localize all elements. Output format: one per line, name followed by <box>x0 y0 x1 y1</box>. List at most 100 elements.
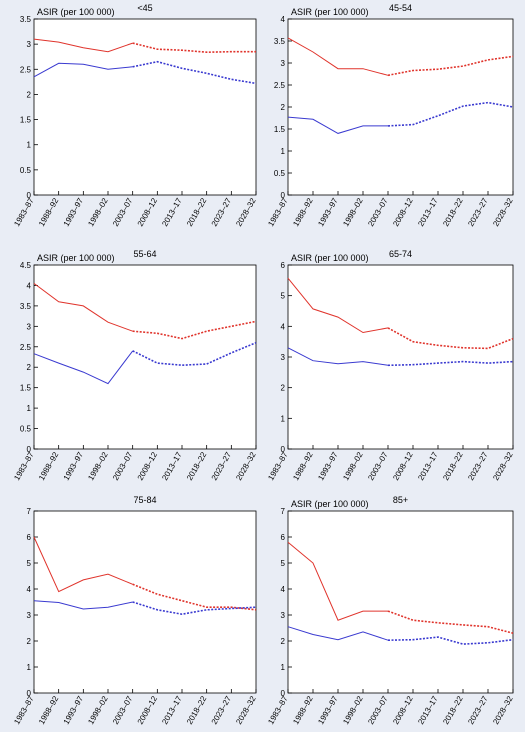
y-tick-label: 2.5 <box>274 81 286 90</box>
y-tick-label: 0 <box>281 689 286 698</box>
y-tick-label: 3 <box>281 353 286 362</box>
y-tick-label: 0 <box>27 191 32 200</box>
y-tick-label: 3 <box>281 59 286 68</box>
x-tick-label: 2018–22 <box>185 694 209 726</box>
y-tick-label: 5 <box>281 292 286 301</box>
y-tick-label: 3 <box>27 611 32 620</box>
plot-area-1 <box>33 18 257 196</box>
y-tick-label: 1 <box>281 147 286 156</box>
series-blue-observed <box>33 600 133 610</box>
x-tick-label: 2028–32 <box>234 694 258 726</box>
y-axis-label: ASIR (per 100 000) <box>291 253 369 263</box>
x-tick-label: 1993–97 <box>62 450 86 482</box>
y-tick-label: 6 <box>27 533 32 542</box>
x-tick-label: 2023–27 <box>466 694 490 726</box>
series-blue-projected <box>132 341 257 367</box>
x-tick-label: 2018–22 <box>185 196 209 228</box>
y-axis-label: ASIR (per 100 000) <box>291 499 369 509</box>
series-blue-observed <box>33 62 133 78</box>
y-tick-label: 4.5 <box>20 261 32 270</box>
x-tick-label: 2013–17 <box>416 450 440 482</box>
y-tick-label: 4 <box>281 322 286 331</box>
x-tick-label: 2003–07 <box>111 450 135 482</box>
x-tick-label: 2003–07 <box>366 196 390 228</box>
x-tick-label: 2028–32 <box>491 450 515 482</box>
series-red-observed <box>287 277 389 334</box>
x-tick-label: 1983–87 <box>12 450 36 482</box>
x-tick-label: 2003–07 <box>366 450 390 482</box>
y-tick-label: 1.5 <box>274 125 286 134</box>
x-tick-label: 2028–32 <box>234 450 258 482</box>
y-tick-label: 0.5 <box>274 169 286 178</box>
series-blue-observed <box>287 626 389 641</box>
panel-title: 65-74 <box>389 249 412 259</box>
x-tick-label: 1988–92 <box>291 196 315 228</box>
x-tick-label: 2008–12 <box>391 450 415 482</box>
x-tick-label: 2023–27 <box>210 450 234 482</box>
y-tick-label: 1 <box>281 414 286 423</box>
series-blue-observed <box>287 116 388 134</box>
x-tick-label: 2013–17 <box>416 694 440 726</box>
series-blue-projected <box>132 601 257 616</box>
y-tick-label: 2.5 <box>20 65 32 74</box>
x-tick-label: 2008–12 <box>391 196 415 228</box>
x-tick-label: 2018–22 <box>441 450 465 482</box>
x-tick-label: 1988–92 <box>37 450 61 482</box>
plot-area-3 <box>33 264 257 450</box>
y-tick-label: 2 <box>27 637 32 646</box>
y-tick-label: 2 <box>27 363 32 372</box>
y-tick-label: 3.5 <box>20 15 32 24</box>
x-tick-label: 1998–02 <box>86 694 110 726</box>
y-tick-label: 6 <box>281 261 286 270</box>
series-red-projected <box>387 55 514 77</box>
y-tick-label: 2 <box>281 103 286 112</box>
x-tick-label: 1993–97 <box>316 196 340 228</box>
y-tick-label: 3 <box>281 611 286 620</box>
y-tick-label: 1.5 <box>20 116 32 125</box>
series-red-observed <box>287 37 389 76</box>
x-tick-label: 2003–07 <box>111 196 135 228</box>
x-tick-label: 2008–12 <box>136 694 160 726</box>
x-tick-label: 1998–02 <box>341 450 365 482</box>
x-tick-label: 2028–32 <box>234 196 258 228</box>
plot-area-4 <box>287 264 514 450</box>
y-axis-label: ASIR (per 100 000) <box>37 253 115 263</box>
x-tick-label: 1998–02 <box>341 694 365 726</box>
series-red-projected <box>132 42 256 54</box>
x-tick-label: 2013–17 <box>416 196 440 228</box>
x-tick-label: 2003–07 <box>366 694 390 726</box>
x-tick-label: 1993–97 <box>62 196 86 228</box>
panel-title: 75-84 <box>133 495 156 505</box>
y-tick-label: 0 <box>281 445 286 454</box>
x-tick-label: 2013–17 <box>160 450 184 482</box>
y-tick-label: 5 <box>27 559 32 568</box>
x-tick-label: 1998–02 <box>341 196 365 228</box>
series-red-observed <box>33 536 133 593</box>
series-red-observed <box>287 541 388 621</box>
y-tick-label: 0.5 <box>20 425 32 434</box>
series-blue-projected <box>132 60 257 85</box>
x-tick-label: 1988–92 <box>291 694 315 726</box>
x-tick-label: 2008–12 <box>136 450 160 482</box>
series-blue-observed <box>33 350 134 385</box>
series-red-projected <box>387 610 514 634</box>
y-tick-label: 2 <box>281 384 286 393</box>
x-tick-label: 1993–97 <box>316 450 340 482</box>
x-tick-label: 2013–17 <box>160 196 184 228</box>
y-tick-label: 1 <box>27 404 32 413</box>
y-tick-label: 4 <box>281 15 286 24</box>
panel-title: 45-54 <box>389 3 412 13</box>
x-tick-label: 1998–02 <box>86 450 110 482</box>
x-tick-label: 2023–27 <box>210 196 234 228</box>
series-blue-projected <box>387 101 514 127</box>
x-tick-label: 1998–02 <box>86 196 110 228</box>
x-tick-label: 2018–22 <box>441 694 465 726</box>
series-blue-observed <box>287 347 389 366</box>
x-tick-label: 2023–27 <box>466 196 490 228</box>
x-tick-label: 2018–22 <box>185 450 209 482</box>
y-tick-label: 3 <box>27 322 32 331</box>
panel-title: <45 <box>137 3 152 13</box>
y-tick-label: 1 <box>281 663 286 672</box>
y-tick-label: 0.5 <box>20 166 32 175</box>
